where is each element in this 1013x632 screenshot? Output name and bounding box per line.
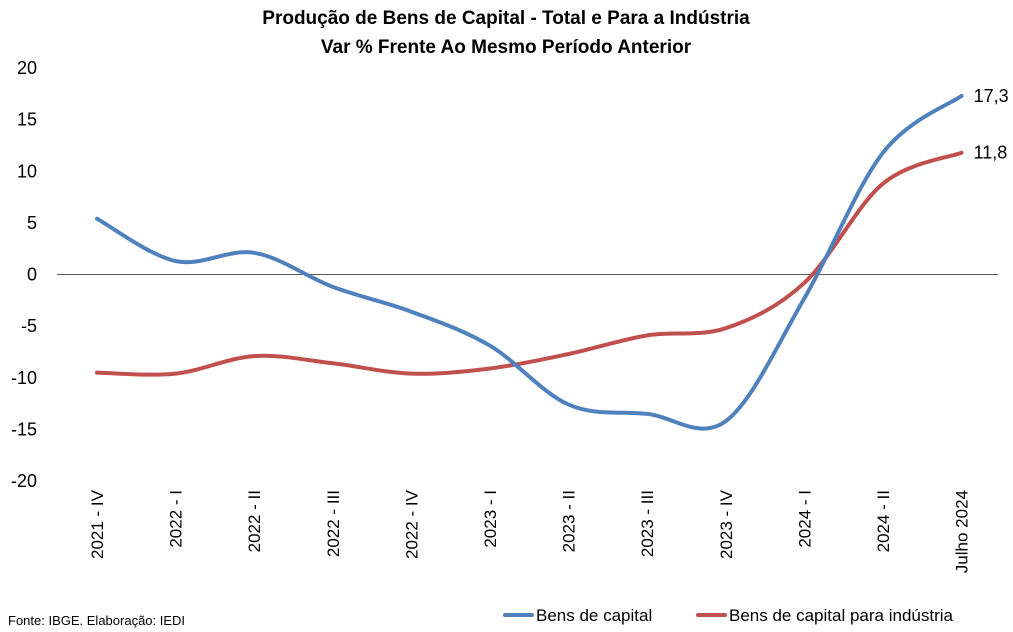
x-tick-label: 2022 - I <box>167 490 186 548</box>
y-tick-label: -10 <box>11 368 37 388</box>
y-tick-label: -15 <box>11 419 37 439</box>
y-axis-tick-labels: 20 15 10 5 0 -5 -10 -15 -20 <box>11 58 37 491</box>
x-tick-label: Julho 2024 <box>953 490 972 573</box>
x-tick-label: 2023 - II <box>560 490 579 552</box>
series-line-bens-de-capital <box>95 93 964 431</box>
end-label-bens-de-capital-para-industria: 11,8 <box>974 143 1008 163</box>
x-tick-label: 2021 - IV <box>88 489 107 559</box>
chart-subtitle: Var % Frente Ao Mesmo Período Anterior <box>321 37 692 58</box>
x-axis-tick-labels: 2021 - IV 2022 - I 2022 - II 2022 - III 2022… <box>88 489 972 573</box>
x-tick-label: 2024 - I <box>795 490 814 548</box>
y-tick-label: 20 <box>17 58 37 78</box>
legend: Bens de capital Bens de capital para ind… <box>503 606 954 625</box>
x-tick-label: 2022 - IV <box>402 489 421 559</box>
x-tick-label: 2024 - II <box>874 490 893 552</box>
x-tick-label: 2022 - II <box>245 490 264 552</box>
chart-title: Produção de Bens de Capital - Total e Pa… <box>262 8 750 29</box>
y-tick-label: 0 <box>27 265 37 285</box>
y-tick-label: 5 <box>27 213 37 233</box>
x-tick-label: 2023 - III <box>638 490 657 557</box>
y-tick-label: 15 <box>17 110 37 130</box>
source-note: Fonte: IBGE. Elaboração: IEDI <box>8 613 185 628</box>
end-label-bens-de-capital: 17,3 <box>974 86 1009 106</box>
x-tick-label: 2023 - IV <box>717 489 736 559</box>
series-line-bens-de-capital-para-industria <box>95 150 964 377</box>
series-lines <box>95 93 964 431</box>
legend-label-bens-de-capital-para-industria: Bens de capital para indústria <box>729 606 954 625</box>
end-value-labels: 11,8 17,3 <box>974 86 1009 163</box>
x-tick-label: 2023 - I <box>481 490 500 548</box>
legend-label-bens-de-capital: Bens de capital <box>536 606 652 625</box>
y-tick-label: -5 <box>21 316 37 336</box>
y-tick-label: 10 <box>17 161 37 181</box>
y-tick-label: -20 <box>11 471 37 491</box>
x-tick-label: 2022 - III <box>324 490 343 557</box>
